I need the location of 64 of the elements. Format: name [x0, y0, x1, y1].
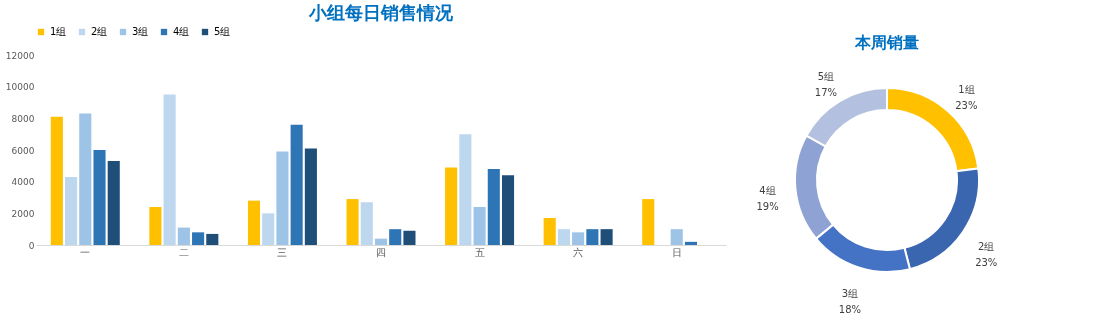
- bar: [65, 176, 78, 245]
- bar: [543, 218, 556, 245]
- x-tick-label: 日: [671, 246, 682, 258]
- bar: [360, 202, 373, 245]
- bar: [262, 213, 275, 245]
- legend-label: 5组: [214, 26, 231, 37]
- bar: [107, 161, 120, 245]
- legend-label: 2组: [91, 26, 108, 37]
- slice-label: 2组: [978, 241, 995, 253]
- x-tick-label: 一: [80, 246, 91, 258]
- x-tick-label: 四: [376, 246, 386, 258]
- y-tick-label: 10000: [5, 82, 35, 93]
- slice-label: 3组: [841, 288, 859, 300]
- bar: [346, 199, 359, 245]
- bar: [572, 232, 585, 245]
- x-tick-label: 五: [474, 246, 485, 258]
- bar: [642, 199, 655, 245]
- slice-label: 4组: [759, 185, 776, 197]
- bar: [93, 150, 106, 245]
- bar: [304, 148, 317, 245]
- bar: [163, 94, 176, 245]
- x-tick-label: 六: [573, 246, 584, 258]
- data-label: 23%: [975, 257, 998, 269]
- x-tick-label: 二: [178, 246, 189, 258]
- bar: [670, 229, 683, 245]
- bar: [473, 207, 486, 245]
- legend-label: 1组: [50, 26, 67, 37]
- bar: [501, 175, 515, 245]
- legend-label: 4组: [173, 26, 190, 37]
- bar: [374, 238, 388, 245]
- chart-title: 小组每日销售情况: [308, 2, 454, 23]
- bar: [290, 124, 303, 245]
- slice-label: 5组: [817, 70, 835, 82]
- bar: [445, 167, 458, 245]
- bar: [50, 116, 63, 245]
- y-tick-label: 2000: [11, 208, 35, 219]
- bar: [177, 227, 190, 245]
- y-tick-label: 6000: [11, 145, 35, 156]
- bar: [459, 134, 472, 245]
- bar: [586, 229, 599, 245]
- bar: [403, 230, 416, 245]
- chart-title: 本周销量: [854, 33, 919, 52]
- bar: [600, 229, 613, 245]
- y-tick-label: 8000: [11, 113, 35, 124]
- bar: [149, 207, 162, 245]
- x-tick-label: 三: [277, 246, 288, 258]
- y-tick-label: 4000: [11, 177, 35, 188]
- bar: [389, 229, 402, 245]
- bar: [192, 232, 205, 245]
- bar: [206, 233, 219, 245]
- data-label: 18%: [838, 304, 862, 316]
- bar: [684, 241, 697, 245]
- bar: [557, 229, 570, 245]
- y-tick-label: 12000: [5, 50, 35, 61]
- legend-label: 3组: [132, 26, 149, 37]
- slice-label: 1组: [958, 83, 975, 95]
- data-label: 19%: [756, 201, 779, 213]
- data-label: 23%: [955, 99, 978, 111]
- bar: [79, 113, 92, 245]
- bar: [247, 200, 261, 245]
- bar: [487, 169, 500, 245]
- y-tick-label: 0: [28, 240, 35, 251]
- bar: [276, 151, 289, 245]
- data-label: 17%: [814, 86, 838, 98]
